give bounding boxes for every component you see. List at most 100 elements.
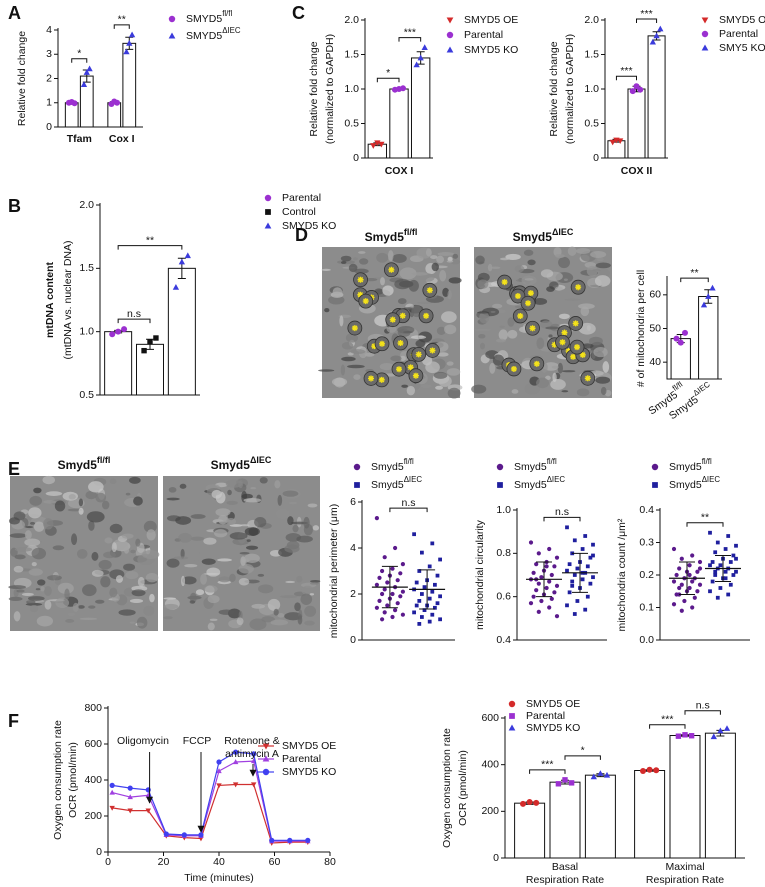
bar bbox=[647, 35, 666, 159]
data-point bbox=[145, 808, 151, 814]
sd-bar bbox=[715, 555, 731, 582]
texture bbox=[180, 575, 186, 587]
legend-label-base: Smyd5 bbox=[514, 479, 547, 491]
data-point bbox=[653, 32, 660, 39]
data-point bbox=[80, 81, 88, 87]
data-point bbox=[591, 553, 595, 558]
texture bbox=[446, 260, 454, 263]
data-point bbox=[420, 615, 424, 619]
data-point bbox=[385, 603, 390, 608]
data-point bbox=[682, 598, 687, 604]
data-point bbox=[591, 575, 595, 580]
marker-star bbox=[514, 293, 521, 300]
texture bbox=[29, 521, 36, 525]
marker-star bbox=[510, 365, 517, 372]
x-tick-label: Maximal bbox=[665, 861, 704, 873]
legend-label: SMYD5 OE bbox=[464, 14, 518, 26]
texture bbox=[85, 490, 97, 500]
data-point bbox=[609, 139, 616, 146]
data-point bbox=[547, 579, 552, 584]
data-point bbox=[438, 557, 442, 562]
texture bbox=[446, 361, 454, 366]
texture bbox=[417, 301, 432, 304]
significance-label: n.s bbox=[555, 506, 569, 518]
legend-marker bbox=[446, 17, 454, 24]
data-point bbox=[539, 598, 544, 604]
data-point bbox=[715, 540, 720, 545]
legend-label: Smyd5ΔIEC bbox=[371, 475, 422, 491]
texture bbox=[562, 370, 576, 373]
legend-label-base: Smyd5 bbox=[371, 479, 404, 491]
y-tick-label: 0 bbox=[96, 846, 102, 858]
data-point bbox=[580, 547, 585, 551]
texture bbox=[206, 567, 221, 577]
data-point bbox=[398, 571, 403, 576]
texture bbox=[275, 508, 290, 520]
texture bbox=[123, 563, 136, 571]
texture bbox=[545, 326, 560, 330]
texture bbox=[259, 477, 268, 484]
texture bbox=[277, 494, 283, 506]
texture bbox=[130, 549, 136, 554]
x-axis-label: Time (minutes) bbox=[184, 872, 254, 884]
texture bbox=[71, 533, 78, 546]
texture bbox=[505, 253, 521, 261]
texture bbox=[270, 619, 289, 626]
texture bbox=[279, 595, 298, 599]
texture bbox=[558, 256, 570, 269]
data-point bbox=[697, 559, 703, 565]
sd-bar bbox=[536, 561, 552, 598]
data-point bbox=[123, 48, 130, 55]
texture bbox=[561, 390, 569, 393]
texture bbox=[178, 532, 192, 543]
texture bbox=[104, 537, 113, 544]
data-point bbox=[692, 595, 697, 600]
data-point bbox=[565, 525, 569, 530]
data-point bbox=[390, 591, 395, 597]
texture bbox=[14, 547, 33, 552]
data-point bbox=[531, 570, 536, 575]
texture bbox=[125, 492, 131, 496]
texture bbox=[321, 268, 331, 271]
texture bbox=[567, 246, 577, 256]
marker-star bbox=[357, 276, 364, 283]
data-point bbox=[565, 568, 569, 573]
texture bbox=[578, 322, 596, 335]
texture bbox=[592, 269, 601, 272]
data-point bbox=[127, 808, 133, 814]
data-point bbox=[153, 335, 159, 341]
data-point bbox=[382, 587, 387, 592]
marker-star bbox=[426, 287, 433, 294]
texture bbox=[88, 520, 95, 531]
data-point bbox=[674, 572, 679, 578]
y-tick-label: 2 bbox=[46, 72, 52, 84]
y-tick-label: 1.5 bbox=[344, 48, 359, 60]
y-tick-label: 2 bbox=[350, 588, 356, 600]
texture bbox=[437, 252, 455, 256]
data-point bbox=[181, 832, 187, 838]
image-label-base: Smyd5 bbox=[365, 230, 405, 244]
texture bbox=[244, 527, 260, 536]
texture bbox=[489, 362, 496, 374]
y-tick-label: 0.5 bbox=[584, 117, 599, 129]
texture bbox=[214, 529, 228, 538]
texture bbox=[28, 568, 43, 576]
texture bbox=[31, 562, 37, 567]
data-point bbox=[374, 516, 379, 521]
y-axis-label: # of mitochondria per cell bbox=[635, 270, 647, 387]
marker-star bbox=[388, 266, 395, 273]
y-tick-label: 0.4 bbox=[496, 634, 511, 646]
data-point bbox=[526, 799, 533, 805]
texture bbox=[207, 595, 220, 604]
significance-bracket bbox=[649, 724, 686, 729]
data-point bbox=[427, 564, 432, 569]
y-tick-label: 1.5 bbox=[79, 262, 94, 274]
data-point bbox=[640, 767, 646, 774]
texture bbox=[558, 313, 570, 320]
y-tick-label: 0.5 bbox=[344, 117, 359, 129]
data-point bbox=[637, 86, 644, 93]
legend-label: SMYD5 KO bbox=[526, 722, 580, 734]
marker-star bbox=[572, 320, 579, 327]
image-label-base: Smyd5 bbox=[513, 230, 553, 244]
data-point bbox=[690, 579, 695, 584]
